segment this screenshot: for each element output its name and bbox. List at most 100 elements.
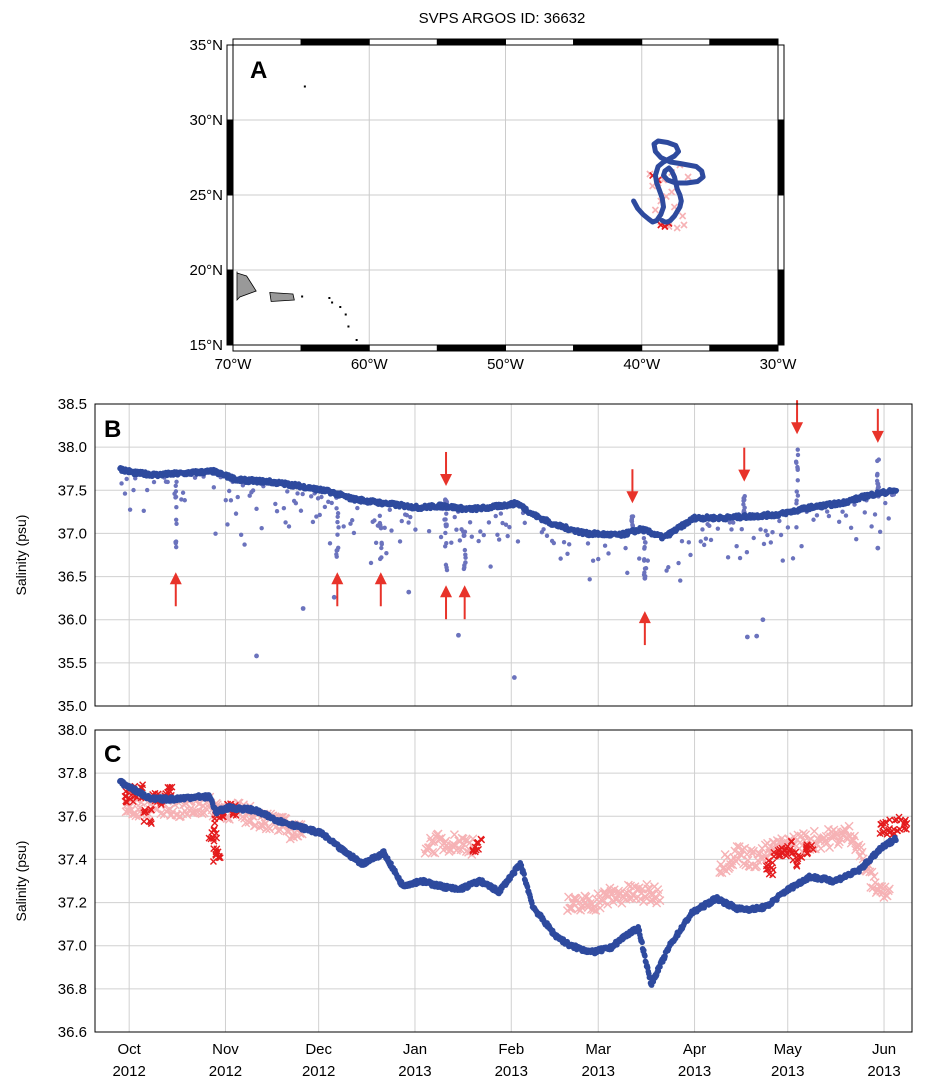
- panel-b-scatter-point: [182, 498, 187, 503]
- panel-b-scatter-point: [596, 556, 601, 562]
- panel-b-spike-point: [794, 460, 799, 465]
- panel-b-ytick-label: 37.0: [58, 525, 87, 542]
- panel-b-background: [95, 404, 912, 706]
- island-speck: [328, 297, 331, 299]
- panel-b-scatter-point: [449, 540, 454, 545]
- model-marker: [265, 824, 275, 834]
- map-border-segment: [777, 269, 785, 346]
- model-marker: [747, 849, 757, 859]
- panel-b-scatter-point: [286, 524, 292, 529]
- map-xtick-label: 40°W: [623, 356, 661, 373]
- model-marker: [789, 856, 797, 864]
- panel-c-xtick-year: 2012: [112, 1063, 145, 1080]
- model-marker: [428, 847, 438, 857]
- panel-b-scatter-point: [314, 514, 319, 519]
- panel-b-scatter-point: [507, 524, 512, 530]
- panel-b-scatter-point: [426, 528, 432, 534]
- observed-point: [639, 939, 645, 946]
- map-xtick-label: 50°W: [487, 356, 525, 373]
- panel-b-scatter-point: [310, 519, 316, 525]
- panel-b-scatter-point: [814, 513, 820, 518]
- model-marker: [429, 837, 439, 847]
- model-marker: [140, 809, 148, 817]
- panel-b-outlier-point: [754, 633, 760, 639]
- model-light-marker: [679, 212, 687, 220]
- panel-b-scatter-point: [315, 496, 321, 501]
- panel-b-scatter-point: [625, 570, 630, 576]
- model-marker: [732, 842, 742, 852]
- panel-b-spike-point: [794, 489, 799, 494]
- panel-b-outlier-point: [331, 594, 337, 600]
- model-marker: [896, 825, 904, 833]
- panel-b-ytick-label: 35.5: [58, 655, 87, 672]
- model-marker: [460, 835, 470, 845]
- panel-b-scatter-point: [707, 523, 712, 529]
- panel-b-scatter-point: [637, 556, 642, 561]
- panel-b-scatter-point: [872, 512, 878, 517]
- panel-b-scatter-point: [854, 536, 859, 542]
- panel-b-scatter-point: [285, 489, 290, 494]
- panel-b-scatter-point: [438, 534, 444, 540]
- panel-b-spike-point: [173, 494, 179, 500]
- panel-b-spike-point: [629, 517, 635, 522]
- panel-b-scatter-point: [737, 555, 743, 561]
- panel-b-scatter-point: [701, 542, 707, 548]
- panel-b-scatter-point: [247, 493, 252, 498]
- annotation-arrowhead: [738, 469, 751, 482]
- panel-c-xtick-month: Jun: [872, 1041, 896, 1058]
- panel-b-scatter-point: [235, 494, 240, 500]
- panel-b-scatter-point: [406, 520, 411, 525]
- panel-b-scatter-point: [744, 549, 750, 555]
- annotation-arrowhead: [374, 572, 387, 585]
- map-border-segment: [709, 38, 779, 46]
- panel-b-scatter-point: [590, 558, 596, 563]
- panel-b-scatter-point: [606, 551, 611, 556]
- panel-b-outlier-point: [406, 589, 412, 595]
- panel-b-scatter-point: [602, 543, 608, 548]
- panel-b-scatter-point: [351, 530, 357, 536]
- panel-b-scatter-point: [676, 560, 681, 566]
- panel-b-spike-point: [173, 544, 179, 550]
- model-marker: [622, 888, 632, 898]
- model-marker: [783, 849, 791, 857]
- panel-b-scatter-point: [141, 508, 146, 513]
- map-border-segment: [777, 44, 785, 121]
- panel-b-scatter-point: [384, 550, 389, 556]
- map-border-segment: [226, 119, 234, 196]
- panel-b-scatter-point: [761, 541, 767, 547]
- panel-b-scatter-point: [350, 518, 355, 523]
- panel-b-tick-labels: 35.0 35.5 36.0 36.5 37.0 37.5 38.0 38.5: [58, 396, 87, 715]
- panel-b-spike-point: [173, 517, 179, 522]
- observed-point: [893, 837, 899, 844]
- panel-b-scatter-point: [240, 483, 246, 488]
- panel-b-scatter-point: [373, 540, 379, 545]
- panel-b-scatter-point: [645, 558, 650, 563]
- map-border-segment: [368, 344, 438, 352]
- model-marker: [884, 884, 894, 894]
- model-marker: [794, 855, 802, 863]
- panel-c-ytick-label: 37.0: [58, 938, 87, 955]
- panel-b-outlier-point: [642, 575, 648, 581]
- panel-b-scatter-point: [457, 538, 463, 543]
- island-speck: [344, 313, 347, 316]
- model-marker: [748, 846, 758, 856]
- model-marker: [844, 821, 854, 831]
- panel-b-scatter-point: [848, 525, 854, 531]
- panel-c-xtick-year: 2013: [398, 1063, 431, 1080]
- panel-b-scatter-point: [452, 514, 457, 520]
- map-border-segment: [777, 194, 785, 271]
- panel-b-spike-point: [173, 540, 178, 546]
- panel-b-outlier-point: [300, 606, 306, 611]
- panel-b-scatter-point: [476, 538, 481, 544]
- panel-b-spike-point: [462, 547, 468, 553]
- model-marker: [147, 820, 155, 828]
- panel-b-ytick-label: 38.0: [58, 439, 87, 456]
- panel-b-outlier-point: [744, 634, 750, 640]
- panel-b-scatter-point: [478, 529, 483, 534]
- panel-b-spike-point: [335, 547, 340, 553]
- panel-b-scatter-point: [382, 525, 387, 531]
- model-marker: [740, 843, 750, 853]
- panel-b-spike-point: [335, 511, 341, 516]
- annotation-arrowhead: [458, 585, 471, 598]
- map-xtick-label: 60°W: [351, 356, 389, 373]
